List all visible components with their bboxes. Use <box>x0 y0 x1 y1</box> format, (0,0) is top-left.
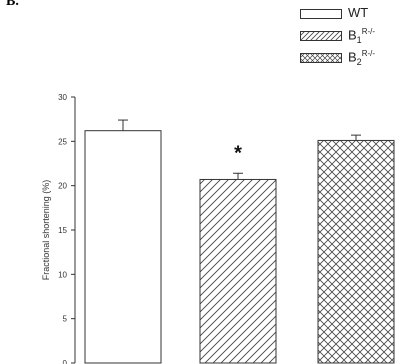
legend-swatch-b1r <box>300 31 342 41</box>
legend-swatch-b2r <box>300 53 342 63</box>
significance-marker-b1r: * <box>234 142 242 164</box>
y-tick-label-5: 5 <box>63 315 68 324</box>
panel-label: B. <box>6 0 19 9</box>
y-tick-label-20: 20 <box>58 182 67 191</box>
y-tick-label-15: 15 <box>58 226 67 235</box>
plot-area: 0 5 10 15 20 25 30 Fractional shortening (%) * <box>41 93 395 364</box>
bar-b2r <box>317 139 395 364</box>
bar-wt <box>84 130 162 364</box>
y-tick-label-10: 10 <box>58 270 67 279</box>
legend-sup-b1r: R-/- <box>361 27 376 36</box>
legend-label-b1r: B <box>348 27 357 43</box>
y-axis-title: Fractional shortening (%) <box>41 180 51 281</box>
legend-swatch-wt <box>300 9 342 19</box>
y-tick-label-25: 25 <box>58 137 67 146</box>
legend-sub-b2r: 2 <box>356 56 362 67</box>
legend-label-wt: WT <box>348 5 369 20</box>
legend-sup-b2r: R-/- <box>361 49 376 58</box>
y-tick-label-30: 30 <box>58 93 67 102</box>
legend-label-b2r: B <box>348 49 357 65</box>
bar-b1r <box>199 178 277 364</box>
legend-sub-b1r: 1 <box>356 34 362 45</box>
y-tick-label-0: 0 <box>63 359 68 364</box>
